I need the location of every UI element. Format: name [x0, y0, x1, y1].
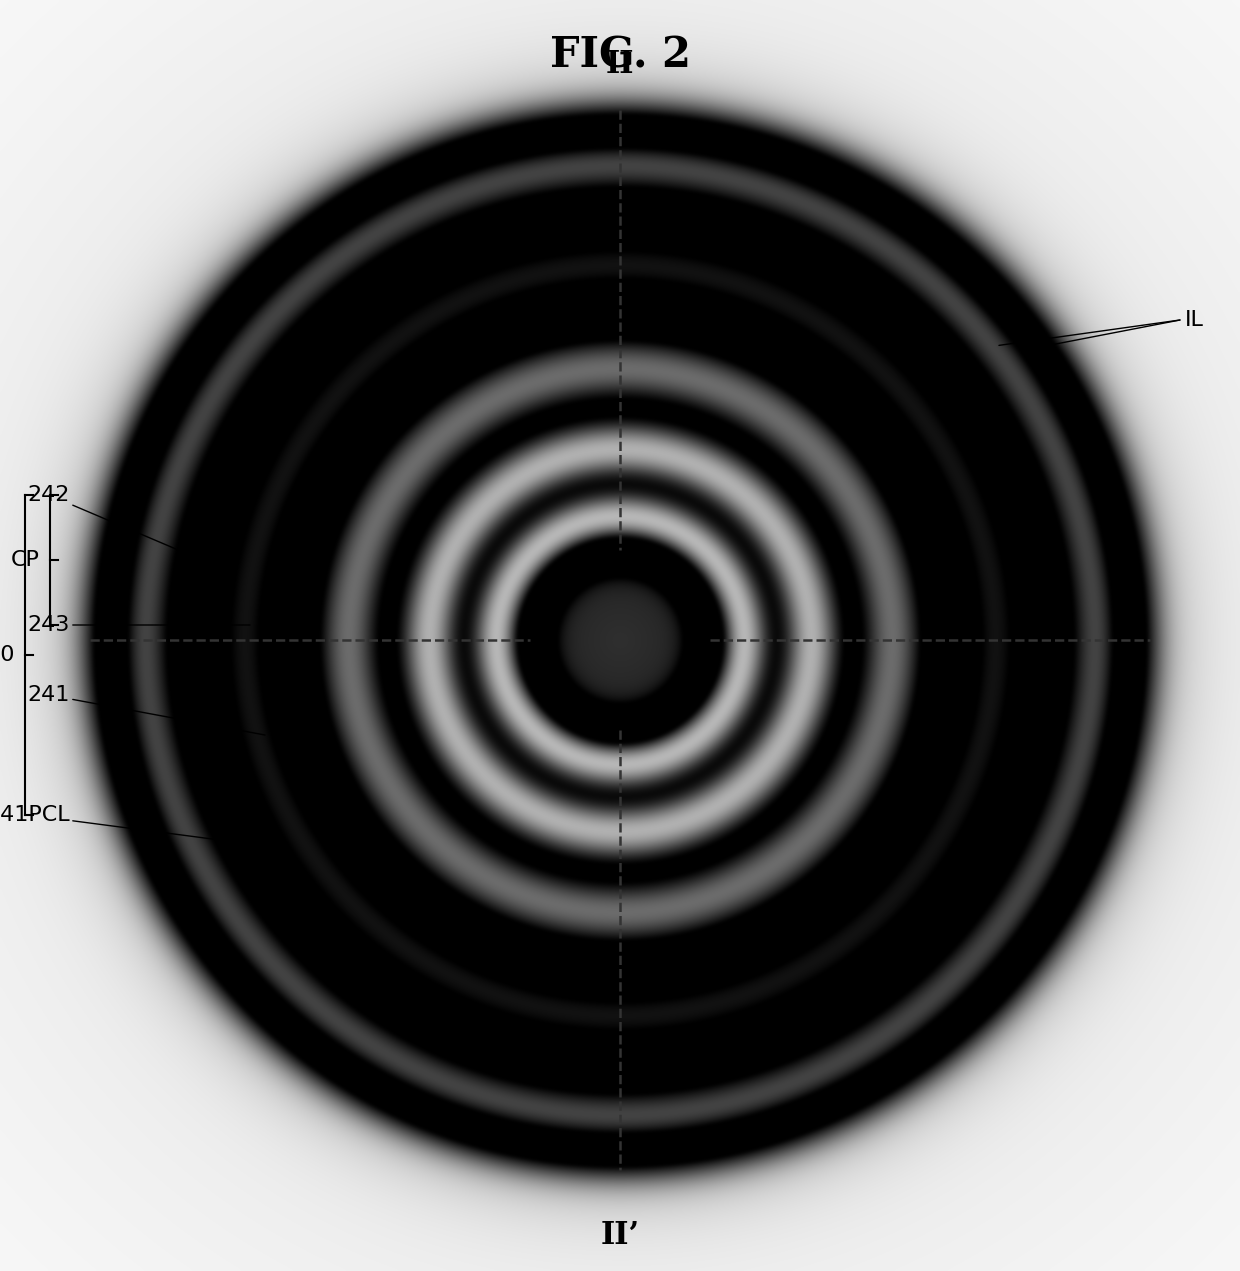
Text: FIG. 2: FIG. 2: [549, 34, 691, 76]
Text: 241: 241: [27, 685, 265, 735]
Text: 240: 240: [0, 644, 15, 665]
Text: CP: CP: [11, 550, 40, 569]
Text: 241PCL: 241PCL: [0, 805, 219, 840]
Text: IL: IL: [1185, 310, 1204, 330]
Text: 243: 243: [27, 615, 250, 636]
Text: II: II: [606, 50, 634, 80]
Text: 242: 242: [27, 486, 190, 555]
Text: II’: II’: [600, 1220, 640, 1251]
